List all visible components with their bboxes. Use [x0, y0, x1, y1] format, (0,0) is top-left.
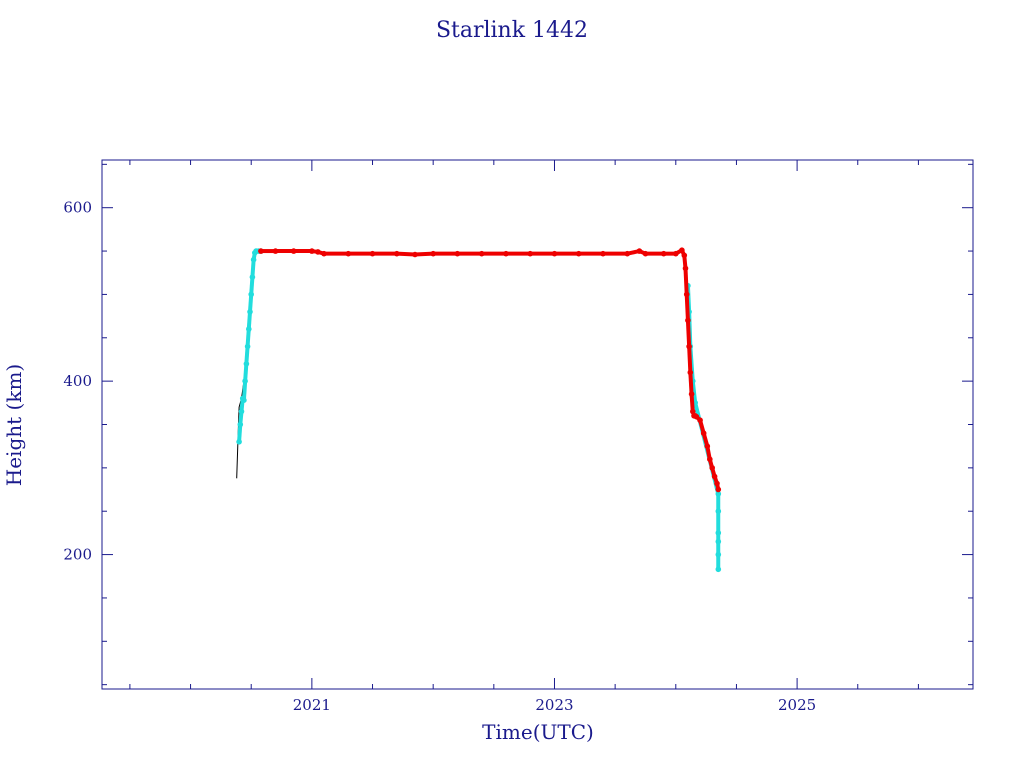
red-data-trace: [694, 414, 698, 419]
x-tick-label: 2023: [535, 696, 573, 714]
y-axis-label: Height (km): [2, 364, 26, 486]
cyan-data-trace: [250, 259, 256, 278]
red-data-trace: [684, 294, 690, 321]
red-data-trace: [317, 250, 325, 256]
red-data-trace: [685, 320, 692, 347]
x-tick-label: 2021: [293, 696, 331, 714]
cyan-data-trace: [690, 380, 698, 404]
x-axis-label: Time(UTC): [482, 720, 594, 744]
cyan-data-trace: [238, 411, 244, 425]
cyan-data-trace: [251, 252, 257, 261]
red-data-trace: [710, 467, 717, 478]
x-tick-label: 2025: [778, 696, 816, 714]
red-data-trace: [683, 268, 689, 295]
plot-frame: [101, 159, 974, 690]
y-tick-label: 200: [63, 546, 92, 564]
cyan-data-trace: [246, 311, 252, 330]
red-data-trace: [396, 251, 416, 257]
red-data-trace: [687, 346, 693, 373]
cyan-data-trace: [244, 346, 250, 364]
red-data-trace: [715, 483, 721, 490]
axis-ticks: 2021 2023 2025 200 400 600: [63, 160, 973, 714]
cyan-data-trace: [241, 381, 248, 401]
red-data-trace: [414, 251, 434, 257]
red-data-trace: [680, 249, 687, 257]
chart-title: Starlink 1442: [436, 18, 588, 43]
y-tick-label: 600: [63, 199, 92, 217]
cyan-data-trace: [237, 424, 243, 442]
red-data-trace: [701, 432, 710, 447]
red-data-trace: [689, 394, 695, 412]
red-data-trace: [695, 415, 702, 422]
red-data-trace: [698, 419, 706, 434]
red-data-trace: [626, 249, 640, 256]
cyan-data-trace: [245, 328, 251, 347]
red-data-trace: [712, 475, 719, 485]
data-marks: [236, 247, 722, 573]
cyan-data-trace: [248, 294, 254, 312]
red-data-trace: [705, 445, 712, 460]
cyan-data-trace: [243, 363, 249, 382]
red-data-trace: [707, 458, 715, 469]
red-data-trace: [638, 249, 647, 256]
red-data-trace: [682, 255, 688, 269]
red-data-trace: [688, 372, 694, 395]
y-tick-label: 400: [63, 372, 92, 390]
red-data-trace: [311, 249, 319, 254]
cyan-data-trace: [249, 276, 255, 295]
